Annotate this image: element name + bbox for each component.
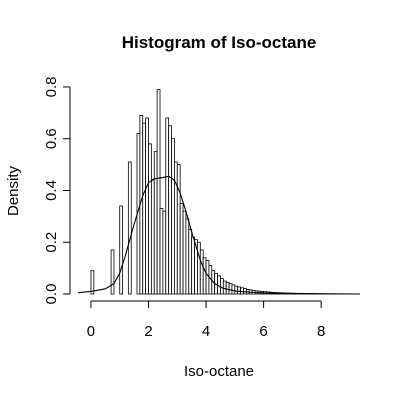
histogram-bar [120,206,123,294]
x-axis: 0 2 4 6 8 [87,301,326,340]
chart-title: Histogram of Iso-octane [122,33,317,52]
histogram-bar [223,281,226,294]
histogram-bar [157,90,160,294]
x-tick-label: 8 [317,323,325,340]
histogram-bar [149,144,152,294]
histogram-bar [146,118,149,294]
y-tick-label: 0.0 [43,284,60,305]
histogram-bar [229,284,232,294]
y-axis-label: Density [5,165,22,216]
histogram-bar [200,250,203,294]
histogram-bar [143,123,146,294]
histogram-bar [172,139,175,294]
x-axis-label: Iso-octane [184,363,254,380]
histogram-bar [235,286,238,294]
histogram-bar [183,211,186,294]
histogram-bar [111,250,114,294]
y-axis: 0.0 0.2 0.4 0.6 0.8 [43,77,70,305]
y-tick-label: 0.8 [43,77,60,98]
y-tick-label: 0.4 [43,180,60,201]
x-tick-label: 2 [144,323,152,340]
histogram-bar [232,285,235,294]
histogram-bar [238,287,241,294]
histogram-bar [180,203,183,294]
histogram-bar [163,211,166,294]
histogram-bar [169,126,172,294]
histogram-bar [220,278,223,294]
histogram-bar [189,229,192,294]
histogram-bar [197,242,200,294]
histogram-bar [177,165,180,294]
histogram-bar [186,219,189,294]
histogram-bar [128,162,131,294]
histogram-bar [160,209,163,294]
x-tick-label: 4 [202,323,210,340]
histogram-bar [241,288,244,294]
histogram-bar [192,237,195,294]
histogram-bar [206,260,209,294]
y-tick-label: 0.6 [43,128,60,149]
histogram-bars [91,90,353,294]
x-tick-label: 6 [259,323,267,340]
histogram-bar [154,152,157,294]
x-tick-label: 0 [87,323,95,340]
histogram-bar [203,258,206,294]
y-tick-label: 0.2 [43,232,60,253]
histogram-bar [226,282,229,294]
histogram-bar [151,180,154,294]
histogram-bar [166,118,169,294]
